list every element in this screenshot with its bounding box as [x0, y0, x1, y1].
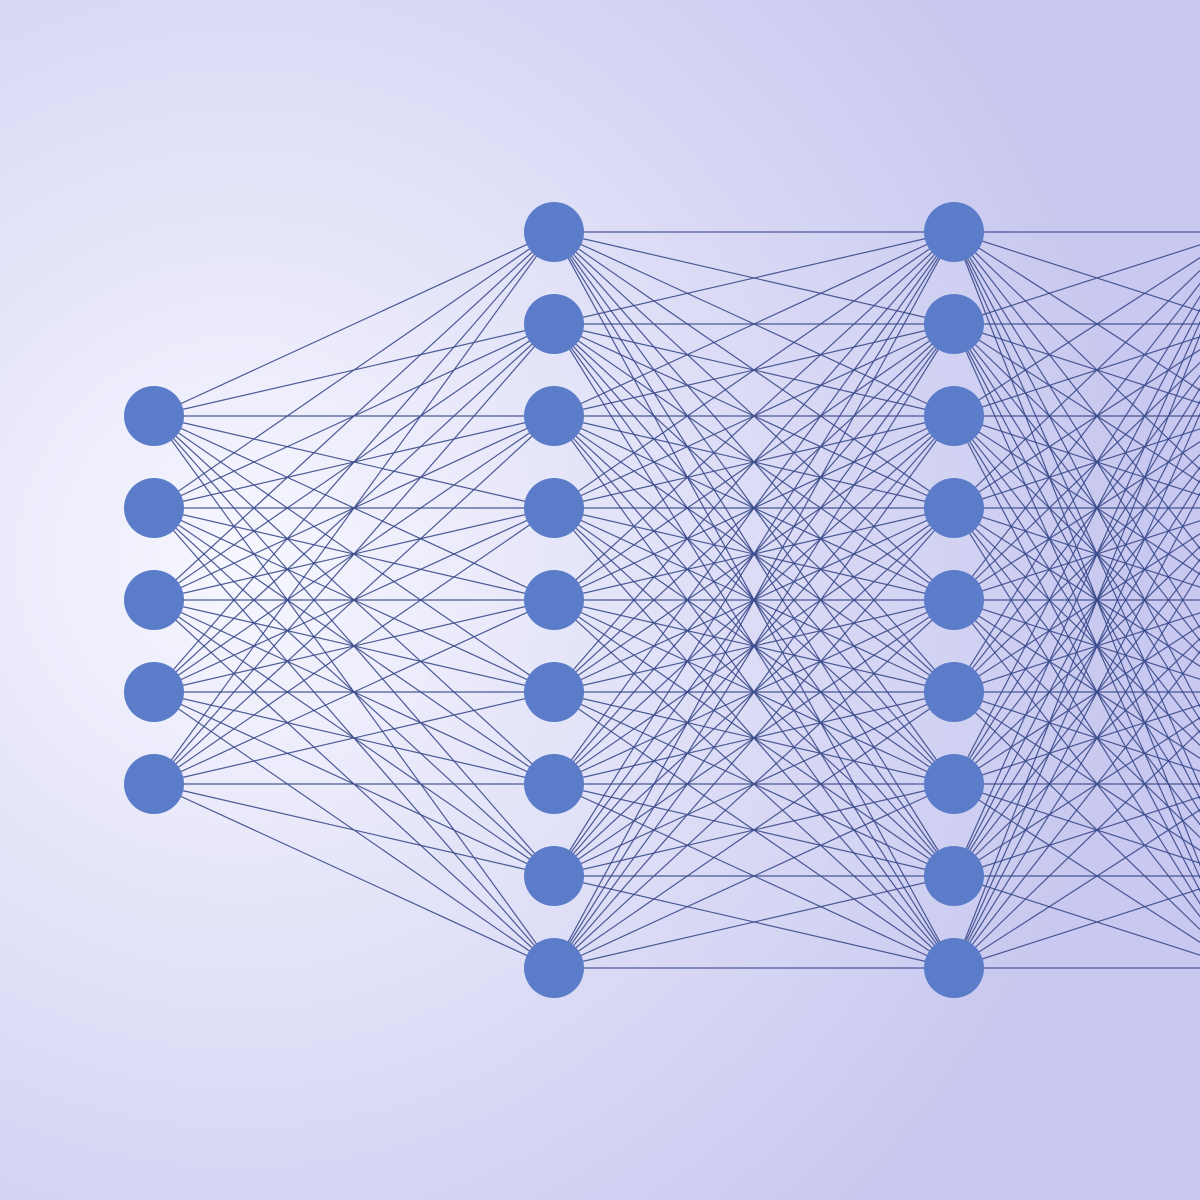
- nn-node: [524, 662, 584, 722]
- nn-node: [924, 202, 984, 262]
- nn-edge: [954, 784, 1200, 876]
- nn-node: [524, 202, 584, 262]
- nn-node: [924, 386, 984, 446]
- nn-edge: [954, 232, 1200, 324]
- nn-edge: [954, 324, 1200, 784]
- nn-edge: [154, 232, 554, 416]
- nn-node: [124, 754, 184, 814]
- nn-edge: [954, 324, 1200, 600]
- nn-node: [924, 846, 984, 906]
- nn-node: [124, 570, 184, 630]
- neural-network-diagram: [0, 0, 1200, 1200]
- nn-edge: [954, 324, 1200, 416]
- nn-edge: [954, 600, 1200, 876]
- nn-node: [524, 294, 584, 354]
- nn-node: [924, 294, 984, 354]
- nn-edge: [954, 324, 1200, 416]
- nn-edge: [154, 784, 554, 876]
- nn-edge: [954, 324, 1200, 600]
- nn-edge: [154, 232, 554, 692]
- nn-edge: [954, 232, 1200, 508]
- nn-edge: [954, 232, 1200, 692]
- nn-node: [524, 938, 584, 998]
- nn-edge: [154, 784, 554, 968]
- nn-edge: [954, 876, 1200, 968]
- nn-edge: [954, 232, 1200, 324]
- nn-node: [924, 478, 984, 538]
- nn-edge: [954, 600, 1200, 876]
- nn-node: [924, 938, 984, 998]
- nn-node: [524, 386, 584, 446]
- nn-node: [924, 754, 984, 814]
- nn-edge: [954, 692, 1200, 968]
- nn-node: [124, 662, 184, 722]
- nn-node: [924, 662, 984, 722]
- nn-edge: [954, 232, 1200, 692]
- nn-node: [124, 386, 184, 446]
- nn-edge: [954, 232, 1200, 508]
- nn-edge: [154, 324, 554, 784]
- nn-edge: [954, 416, 1200, 876]
- nn-node: [524, 846, 584, 906]
- nn-edge: [954, 508, 1200, 968]
- nn-edge: [954, 784, 1200, 876]
- nn-edge: [154, 232, 554, 508]
- nn-edge: [954, 876, 1200, 968]
- nn-node: [524, 478, 584, 538]
- nn-edge: [954, 508, 1200, 968]
- edge-group: [154, 232, 1200, 968]
- nn-edge: [954, 692, 1200, 968]
- nn-node: [524, 570, 584, 630]
- nn-node: [924, 570, 984, 630]
- nn-node: [524, 754, 584, 814]
- nn-edge: [954, 416, 1200, 876]
- nn-edge: [954, 324, 1200, 784]
- nn-node: [124, 478, 184, 538]
